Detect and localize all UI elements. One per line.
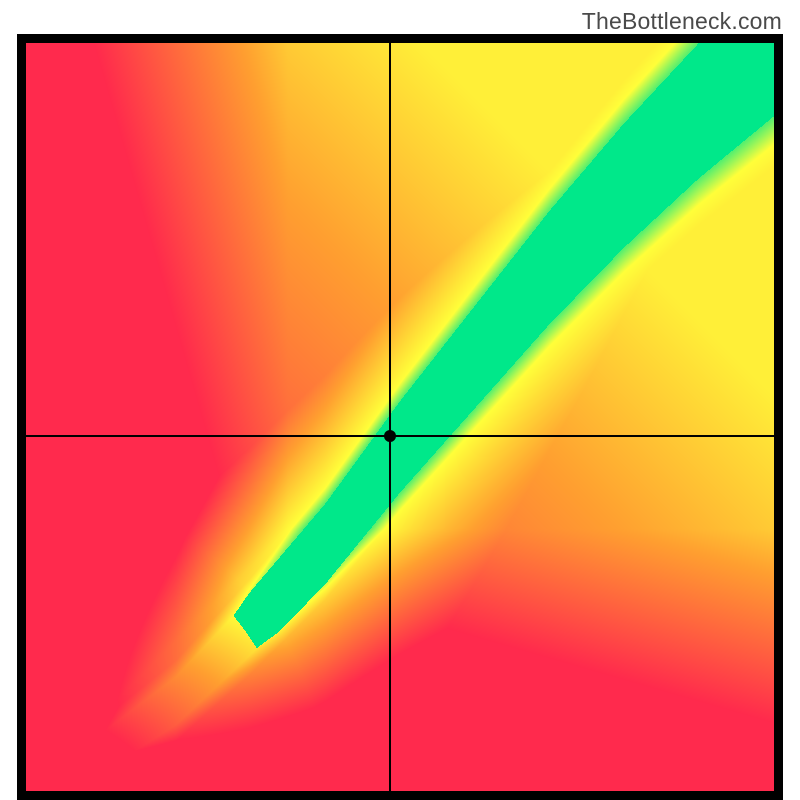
plot-inner-area	[26, 43, 774, 791]
crosshair-marker-dot	[384, 430, 396, 442]
chart-container: TheBottleneck.com	[0, 0, 800, 800]
crosshair-horizontal-line	[26, 435, 774, 437]
watermark-text: TheBottleneck.com	[582, 8, 782, 35]
plot-outer-border	[17, 34, 783, 800]
heatmap-canvas	[26, 43, 774, 791]
crosshair-vertical-line	[389, 43, 391, 791]
